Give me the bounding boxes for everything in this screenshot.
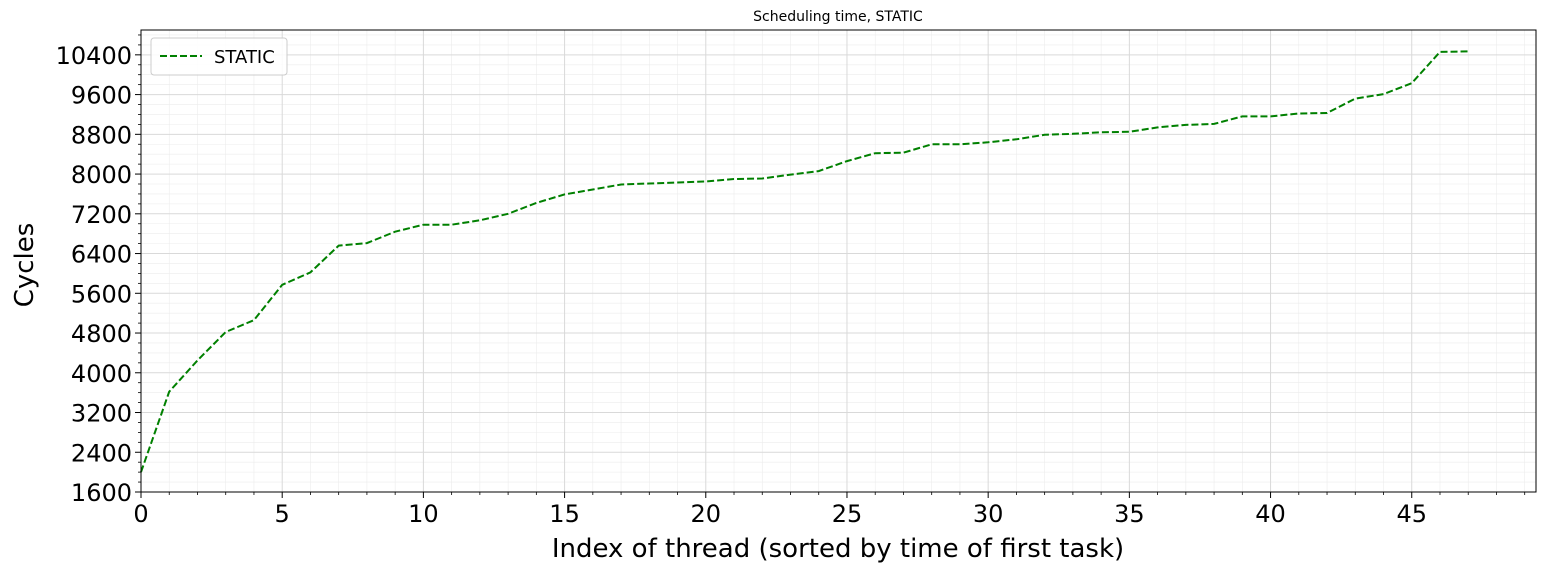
- legend-label: STATIC: [214, 47, 275, 68]
- x-tick-label: 10: [408, 500, 439, 528]
- series-layer: [140, 50, 1469, 473]
- minor-grid: [141, 30, 1536, 492]
- y-tick-label: 7200: [71, 201, 132, 229]
- y-tick-label: 10400: [56, 42, 132, 70]
- y-tick-label: 9600: [71, 82, 132, 110]
- x-tick-label: 5: [275, 500, 290, 528]
- x-tick-label: 25: [832, 500, 863, 528]
- major-grid: [140, 30, 1536, 493]
- x-tick-label: 15: [549, 500, 580, 528]
- x-tick-label: 20: [691, 500, 722, 528]
- y-tick-label: 1600: [71, 479, 132, 507]
- y-axis-label: Cycles: [10, 223, 40, 308]
- x-axis-label: Index of thread (sorted by time of first…: [552, 534, 1124, 564]
- chart-title: Scheduling time, STATIC: [753, 9, 923, 25]
- legend: STATIC: [150, 37, 288, 76]
- y-tick-label: 4800: [71, 320, 132, 348]
- y-tick-label: 5600: [71, 280, 132, 308]
- y-tick-label: 3200: [71, 400, 132, 428]
- x-tick-label: 35: [1114, 500, 1145, 528]
- legend-box: [150, 37, 288, 76]
- series-line: [140, 50, 1469, 473]
- y-tick-label: 4000: [71, 360, 132, 388]
- x-tick-label: 45: [1396, 500, 1427, 528]
- y-tick-label: 2400: [71, 439, 132, 467]
- x-tick-label: 30: [973, 500, 1004, 528]
- y-tick-label: 8000: [71, 161, 132, 189]
- plot-frame: [140, 29, 1537, 493]
- y-tick-label: 8800: [71, 121, 132, 149]
- y-tick-label: 6400: [71, 241, 132, 269]
- x-tick-label: 40: [1255, 500, 1286, 528]
- x-tick-label: 0: [133, 500, 148, 528]
- tick-layer: 0 5 10 15 20 25 30 35 40 45 1600 2400 3200 4000 4800 56…: [56, 34, 1526, 528]
- axes-layer: [140, 29, 1537, 493]
